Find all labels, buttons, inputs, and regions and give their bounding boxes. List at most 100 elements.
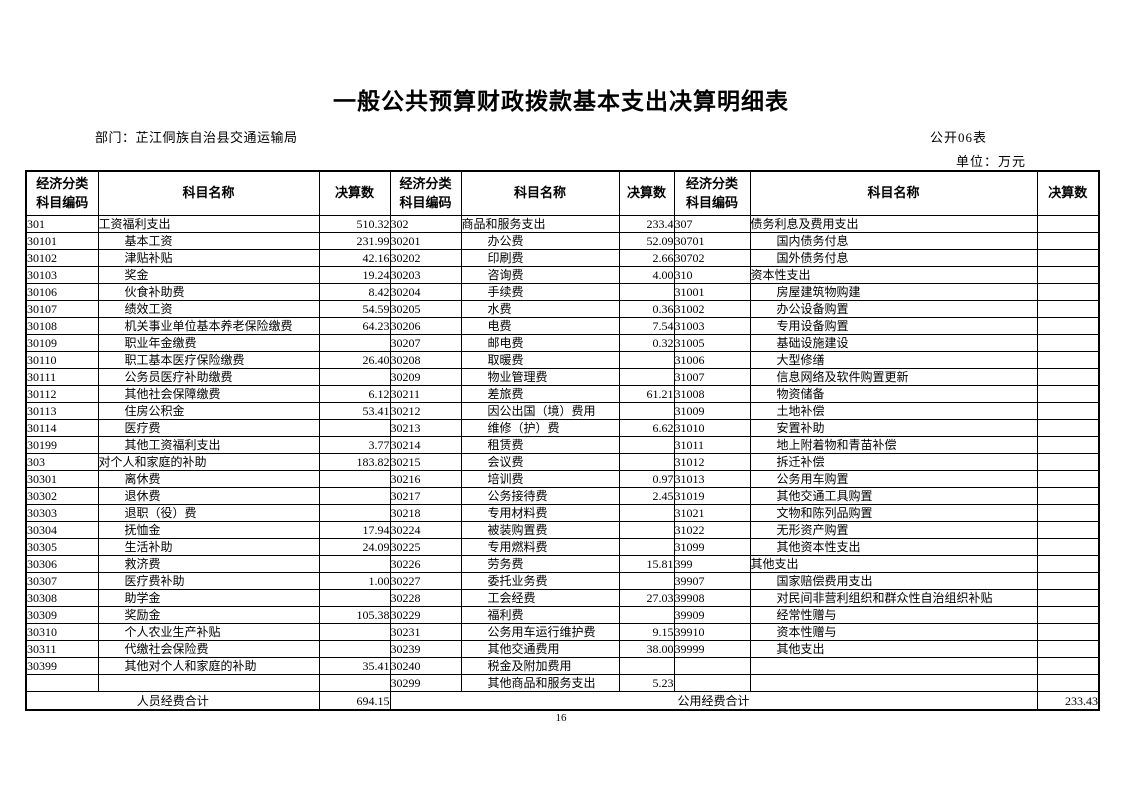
amount-cell bbox=[318, 555, 391, 573]
amount-cell bbox=[1036, 266, 1100, 284]
amount-cell bbox=[618, 368, 675, 386]
subject-code-cell: 31007 bbox=[673, 368, 751, 386]
amount-cell: 510.32 bbox=[318, 215, 391, 233]
amount-cell bbox=[618, 504, 675, 522]
subject-code-cell: 30217 bbox=[389, 487, 462, 505]
subject-code-cell: 30207 bbox=[389, 334, 462, 352]
amount-cell bbox=[318, 487, 391, 505]
amount-cell bbox=[1036, 300, 1100, 318]
amount-cell: 4.00 bbox=[618, 266, 675, 284]
subject-name-cell: 租赁费 bbox=[460, 436, 620, 454]
subject-name-cell: 奖励金 bbox=[97, 606, 320, 624]
amount-cell: 233.4 bbox=[618, 215, 675, 233]
subject-name-cell: 对个人和家庭的补助 bbox=[97, 453, 320, 471]
subject-code-cell: 30213 bbox=[389, 419, 462, 437]
subject-name-cell: 医疗费补助 bbox=[97, 572, 320, 590]
subject-code-cell: 30218 bbox=[389, 504, 462, 522]
table-row: 30110 职工基本医疗保险缴费 26.40 30208 取暖费 31006 大型修缮 bbox=[25, 351, 1100, 369]
amount-cell bbox=[1036, 589, 1100, 607]
amount-cell bbox=[318, 589, 391, 607]
table-row: 30107 绩效工资 54.59 30205 水费 0.36 31002 办公设备购置 bbox=[25, 300, 1100, 318]
unit-label: 单位：万元 bbox=[956, 154, 1027, 169]
subject-name-cell: 基础设施建设 bbox=[749, 334, 1038, 352]
subject-code-cell: 31010 bbox=[673, 419, 751, 437]
subject-code-cell: 30224 bbox=[389, 521, 462, 539]
subject-name-cell bbox=[97, 674, 320, 692]
table-row: 30304 抚恤金 17.94 30224 被装购置费 31022 无形资产购置 bbox=[25, 521, 1100, 539]
subject-code-cell: 302 bbox=[389, 215, 462, 233]
subject-code-cell: 30305 bbox=[25, 538, 99, 556]
amount-cell bbox=[1036, 504, 1100, 522]
subject-code-cell: 39999 bbox=[673, 640, 751, 658]
amount-cell bbox=[1036, 436, 1100, 454]
subject-code-cell bbox=[673, 674, 751, 692]
subject-code-cell: 30111 bbox=[25, 368, 99, 386]
subject-name-cell: 房屋建筑物购建 bbox=[749, 283, 1038, 301]
amount-cell bbox=[618, 283, 675, 301]
subject-code-cell: 30307 bbox=[25, 572, 99, 590]
header-code-line2: 科目编码 bbox=[36, 194, 89, 210]
amount-cell: 0.97 bbox=[618, 470, 675, 488]
public-total-amount: 233.43 bbox=[1036, 691, 1100, 711]
subject-code-cell: 30209 bbox=[389, 368, 462, 386]
subject-code-cell: 30109 bbox=[25, 334, 99, 352]
subject-code-cell bbox=[25, 674, 99, 692]
amount-cell bbox=[318, 504, 391, 522]
amount-cell: 6.62 bbox=[618, 419, 675, 437]
table-row: 30307 医疗费补助 1.00 30227 委托业务费 39907 国家赔偿费用支出 bbox=[25, 572, 1100, 590]
header-code-line2: 科目编码 bbox=[399, 194, 452, 210]
subject-code-cell: 30231 bbox=[389, 623, 462, 641]
subject-code-cell: 31019 bbox=[673, 487, 751, 505]
subject-name-cell: 印刷费 bbox=[460, 249, 620, 267]
subject-name-cell: 专用燃料费 bbox=[460, 538, 620, 556]
amount-cell bbox=[618, 521, 675, 539]
subject-code-cell: 399 bbox=[673, 555, 751, 573]
table-code-label: 公开06表 bbox=[930, 130, 988, 145]
subject-name-cell: 安置补助 bbox=[749, 419, 1038, 437]
subject-code-cell: 39908 bbox=[673, 589, 751, 607]
amount-cell: 231.99 bbox=[318, 232, 391, 250]
subject-code-cell: 31012 bbox=[673, 453, 751, 471]
subject-name-cell: 咨询费 bbox=[460, 266, 620, 284]
amount-cell: 8.42 bbox=[318, 283, 391, 301]
subject-name-cell: 工资福利支出 bbox=[97, 215, 320, 233]
totals-row: 人员经费合计 694.15 公用经费合计 233.43 bbox=[25, 691, 1100, 711]
header-code-line1: 经济分类 bbox=[399, 175, 452, 191]
subject-name-cell: 救济费 bbox=[97, 555, 320, 573]
subject-code-cell: 30215 bbox=[389, 453, 462, 471]
amount-cell: 17.94 bbox=[318, 521, 391, 539]
subject-name-cell: 会议费 bbox=[460, 453, 620, 471]
amount-cell: 61.21 bbox=[618, 385, 675, 403]
header-code-line1: 经济分类 bbox=[36, 175, 89, 191]
amount-cell bbox=[1036, 555, 1100, 573]
subject-name-cell: 公务接待费 bbox=[460, 487, 620, 505]
department-label: 部门：芷江侗族自治县交通运输局 bbox=[95, 130, 298, 145]
subject-code-cell: 30216 bbox=[389, 470, 462, 488]
amount-cell: 1.00 bbox=[318, 572, 391, 590]
subject-name-cell: 退职（役）费 bbox=[97, 504, 320, 522]
subject-code-cell: 30208 bbox=[389, 351, 462, 369]
subject-code-cell: 31002 bbox=[673, 300, 751, 318]
subject-code-cell: 31013 bbox=[673, 470, 751, 488]
amount-cell bbox=[1036, 640, 1100, 658]
subject-code-cell: 31003 bbox=[673, 317, 751, 335]
amount-cell bbox=[1036, 402, 1100, 420]
table-row: 30103 奖金 19.24 30203 咨询费 4.00 310 资本性支出 bbox=[25, 266, 1100, 284]
table-row: 30102 津贴补贴 42.16 30202 印刷费 2.66 30702 国外债务付息 bbox=[25, 249, 1100, 267]
header-name-g1: 科目名称 bbox=[97, 170, 320, 216]
subject-name-cell: 医疗费 bbox=[97, 419, 320, 437]
table-row: 30111 公务员医疗补助缴费 30209 物业管理费 31007 信息网络及软件购置更新 bbox=[25, 368, 1100, 386]
personnel-total-label: 人员经费合计 bbox=[25, 691, 320, 711]
subject-name-cell: 其他资本性支出 bbox=[749, 538, 1038, 556]
budget-table-body: 301 工资福利支出 510.32 302 商品和服务支出 233.4 307 债务利息及费用… bbox=[25, 215, 1100, 692]
amount-cell: 0.32 bbox=[618, 334, 675, 352]
subject-name-cell: 退休费 bbox=[97, 487, 320, 505]
subject-name-cell: 工会经费 bbox=[460, 589, 620, 607]
subject-code-cell: 30239 bbox=[389, 640, 462, 658]
subject-name-cell: 绩效工资 bbox=[97, 300, 320, 318]
amount-cell bbox=[618, 606, 675, 624]
subject-code-cell: 30225 bbox=[389, 538, 462, 556]
subject-code-cell: 301 bbox=[25, 215, 99, 233]
subject-code-cell: 30214 bbox=[389, 436, 462, 454]
